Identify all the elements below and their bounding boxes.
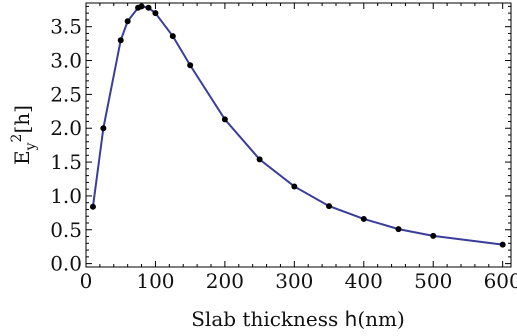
data-point <box>169 33 176 40</box>
y-tick-label: 3.0 <box>50 49 82 73</box>
data-point <box>187 62 194 69</box>
y-tick-label: 0.0 <box>50 252 82 276</box>
data-point <box>291 183 298 190</box>
y-axis-label: Ey2[h] <box>9 105 39 165</box>
x-axis-ticks: 0 100 200 300 400 500 600 <box>80 3 517 293</box>
series-line <box>91 5 503 246</box>
x-tick-label: 500 <box>414 269 452 293</box>
data-point <box>430 232 437 239</box>
y-tick-label: 2.5 <box>50 82 82 106</box>
data-point <box>145 4 152 11</box>
x-tick-label: 600 <box>484 269 517 293</box>
data-point <box>395 226 402 233</box>
y-tick-label: 1.5 <box>50 150 82 174</box>
y-tick-label: 2.0 <box>50 116 82 140</box>
data-point <box>360 215 367 222</box>
data-point <box>138 3 145 10</box>
y-axis-ticks: 0.0 0.5 1.0 1.5 2.0 2.5 3.0 3.5 <box>50 5 511 276</box>
x-tick-label: 300 <box>275 269 313 293</box>
data-point <box>221 116 228 123</box>
x-tick-label: 100 <box>136 269 174 293</box>
y-tick-label: 1.0 <box>50 184 82 208</box>
data-point <box>100 125 107 132</box>
plot-frame <box>85 2 512 268</box>
x-axis-label: Slab thickness h(nm) <box>191 307 405 331</box>
series-layer <box>89 3 506 248</box>
y-tick-label: 3.5 <box>50 15 82 39</box>
x-tick-label: 400 <box>345 269 383 293</box>
data-point <box>89 203 96 210</box>
x-tick-label: 0 <box>80 269 93 293</box>
data-point <box>152 10 159 17</box>
y-tick-label: 0.5 <box>50 218 82 242</box>
data-point <box>499 241 506 248</box>
data-point <box>117 37 124 44</box>
x-tick-label: 200 <box>206 269 244 293</box>
data-point <box>124 18 131 25</box>
data-point <box>326 203 333 210</box>
data-point <box>256 156 263 163</box>
